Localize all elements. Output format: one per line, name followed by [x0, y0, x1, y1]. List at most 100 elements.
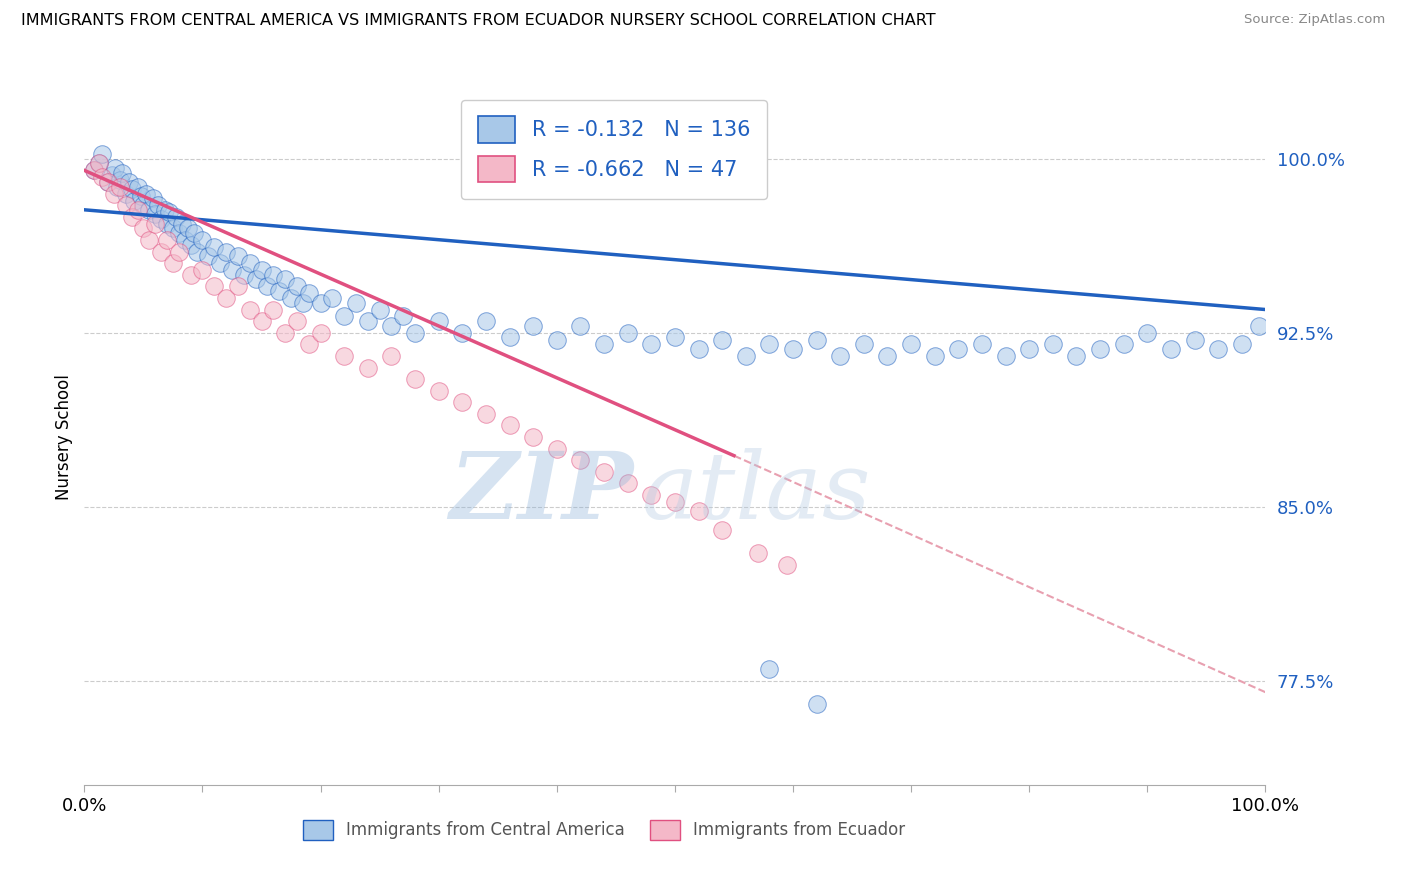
- Point: [132, 198, 155, 212]
- Point: [239, 302, 262, 317]
- Point: [1184, 333, 1206, 347]
- Point: [392, 310, 415, 324]
- Point: [127, 179, 149, 194]
- Point: [146, 198, 169, 212]
- Point: [180, 237, 202, 252]
- Point: [162, 256, 184, 270]
- Point: [404, 326, 426, 340]
- Point: [498, 330, 520, 344]
- Point: [1088, 342, 1111, 356]
- Point: [150, 244, 173, 259]
- Point: [475, 407, 498, 421]
- Point: [758, 662, 780, 676]
- Point: [215, 291, 238, 305]
- Point: [616, 476, 638, 491]
- Point: [183, 226, 205, 240]
- Text: Source: ZipAtlas.com: Source: ZipAtlas.com: [1244, 13, 1385, 27]
- Point: [333, 310, 356, 324]
- Point: [1136, 326, 1159, 340]
- Point: [150, 212, 173, 227]
- Text: atlas: atlas: [641, 448, 872, 538]
- Point: [97, 175, 120, 189]
- Point: [143, 217, 166, 231]
- Point: [250, 314, 273, 328]
- Point: [522, 318, 544, 333]
- Point: [734, 349, 756, 363]
- Point: [114, 186, 136, 201]
- Point: [1160, 342, 1182, 356]
- Point: [711, 523, 734, 537]
- Point: [344, 295, 367, 310]
- Point: [782, 342, 804, 356]
- Point: [239, 256, 262, 270]
- Point: [162, 221, 184, 235]
- Point: [118, 175, 141, 189]
- Point: [91, 147, 114, 161]
- Point: [157, 205, 180, 219]
- Point: [806, 697, 828, 711]
- Point: [309, 326, 332, 340]
- Point: [776, 558, 799, 572]
- Point: [640, 337, 662, 351]
- Point: [806, 333, 828, 347]
- Point: [357, 360, 380, 375]
- Point: [132, 221, 155, 235]
- Point: [256, 279, 278, 293]
- Point: [285, 279, 308, 293]
- Point: [250, 263, 273, 277]
- Point: [245, 272, 267, 286]
- Point: [688, 342, 710, 356]
- Point: [274, 272, 297, 286]
- Point: [83, 163, 105, 178]
- Point: [664, 495, 686, 509]
- Point: [593, 337, 616, 351]
- Point: [167, 244, 190, 259]
- Point: [121, 182, 143, 196]
- Point: [87, 156, 110, 170]
- Point: [262, 302, 284, 317]
- Legend: Immigrants from Central America, Immigrants from Ecuador: Immigrants from Central America, Immigra…: [297, 814, 912, 847]
- Point: [121, 210, 143, 224]
- Point: [994, 349, 1017, 363]
- Point: [616, 326, 638, 340]
- Point: [852, 337, 875, 351]
- Point: [948, 342, 970, 356]
- Point: [1206, 342, 1229, 356]
- Point: [569, 318, 592, 333]
- Point: [191, 263, 214, 277]
- Point: [498, 418, 520, 433]
- Point: [215, 244, 238, 259]
- Point: [202, 240, 225, 254]
- Point: [970, 337, 993, 351]
- Point: [108, 179, 131, 194]
- Point: [285, 314, 308, 328]
- Point: [333, 349, 356, 363]
- Point: [142, 191, 165, 205]
- Point: [321, 291, 343, 305]
- Point: [221, 263, 243, 277]
- Point: [280, 291, 302, 305]
- Point: [404, 372, 426, 386]
- Point: [1112, 337, 1135, 351]
- Point: [173, 233, 195, 247]
- Point: [100, 168, 122, 182]
- Point: [688, 504, 710, 518]
- Point: [368, 302, 391, 317]
- Point: [1230, 337, 1253, 351]
- Point: [91, 170, 114, 185]
- Point: [1042, 337, 1064, 351]
- Point: [135, 186, 157, 201]
- Point: [167, 226, 190, 240]
- Point: [546, 442, 568, 456]
- Point: [226, 279, 249, 293]
- Point: [1018, 342, 1040, 356]
- Point: [522, 430, 544, 444]
- Point: [87, 156, 110, 170]
- Point: [758, 337, 780, 351]
- Point: [711, 333, 734, 347]
- Point: [380, 318, 402, 333]
- Text: IMMIGRANTS FROM CENTRAL AMERICA VS IMMIGRANTS FROM ECUADOR NURSERY SCHOOL CORREL: IMMIGRANTS FROM CENTRAL AMERICA VS IMMIG…: [21, 13, 936, 29]
- Point: [103, 186, 125, 201]
- Point: [232, 268, 254, 282]
- Point: [747, 546, 769, 560]
